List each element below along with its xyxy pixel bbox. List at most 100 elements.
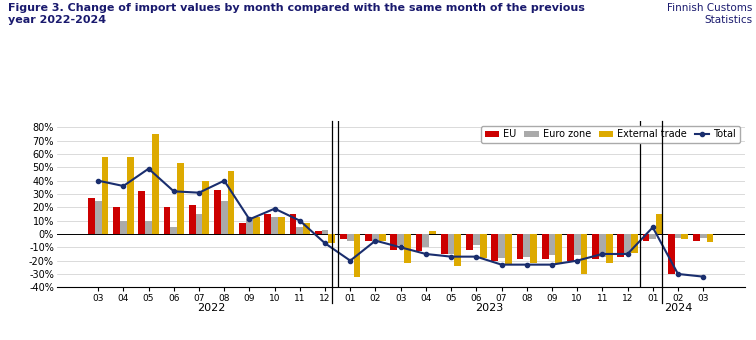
Total [144, 167, 153, 171]
Bar [466, 234, 473, 250]
Bar [170, 227, 177, 234]
Bar [253, 217, 259, 234]
Bar [328, 234, 335, 243]
Bar [365, 234, 372, 241]
Bar [491, 234, 498, 261]
Bar [618, 234, 624, 257]
Total [648, 225, 657, 230]
Bar [549, 234, 556, 255]
Bar [303, 223, 310, 234]
Bar [674, 234, 681, 238]
Bar [246, 217, 253, 234]
Bar [127, 157, 134, 234]
Bar [239, 223, 246, 234]
Total [447, 255, 456, 259]
Bar [390, 234, 397, 250]
Bar [448, 234, 454, 254]
Total [421, 252, 430, 256]
Bar [145, 221, 152, 234]
Bar [707, 234, 714, 242]
Total [245, 217, 254, 221]
Total [345, 259, 355, 263]
Bar [473, 234, 480, 245]
Bar [700, 234, 707, 238]
Line: Total: Total [96, 167, 705, 279]
Total [572, 259, 581, 263]
Bar [592, 234, 599, 259]
Bar [480, 234, 487, 258]
Bar [668, 234, 674, 274]
Text: Finnish Customs
Statistics: Finnish Customs Statistics [667, 3, 752, 25]
Total [699, 275, 708, 279]
Total [497, 262, 506, 267]
Bar [599, 234, 606, 257]
Bar [649, 234, 656, 239]
Bar [177, 163, 184, 234]
Bar [505, 234, 512, 265]
Bar [656, 214, 663, 234]
Bar [581, 234, 587, 274]
Total [296, 219, 305, 223]
Bar [152, 134, 159, 234]
Bar [441, 234, 448, 254]
Bar [574, 234, 581, 255]
Bar [101, 157, 108, 234]
Bar [498, 234, 505, 258]
Bar [530, 234, 537, 263]
Bar [643, 234, 649, 241]
Bar [567, 234, 574, 261]
Bar [196, 214, 203, 234]
Total [547, 262, 556, 267]
Total [674, 272, 683, 276]
Total [321, 241, 330, 245]
Text: 2024: 2024 [664, 303, 692, 313]
Text: 2023: 2023 [475, 303, 503, 313]
Bar [416, 234, 423, 251]
Bar [397, 234, 404, 245]
Bar [189, 205, 196, 234]
Total [220, 178, 229, 183]
Legend: EU, Euro zone, External trade, Total: EU, Euro zone, External trade, Total [481, 125, 740, 143]
Bar [113, 207, 120, 234]
Total [371, 239, 380, 243]
Bar [454, 234, 461, 266]
Bar [631, 234, 638, 253]
Bar [214, 190, 221, 234]
Bar [423, 234, 429, 247]
Bar [221, 201, 228, 234]
Total [270, 207, 279, 211]
Bar [556, 234, 562, 263]
Bar [372, 234, 379, 242]
Bar [271, 217, 278, 234]
Bar [624, 234, 631, 254]
Total [119, 184, 128, 188]
Bar [429, 231, 436, 234]
Bar [404, 234, 411, 263]
Total [94, 178, 103, 183]
Total [472, 255, 481, 259]
Total [623, 252, 632, 256]
Bar [120, 221, 127, 234]
Bar [516, 234, 523, 259]
Bar [296, 227, 303, 234]
Bar [354, 234, 361, 277]
Bar [290, 214, 296, 234]
Total [598, 252, 607, 256]
Bar [321, 230, 328, 234]
Total [522, 262, 531, 267]
Bar [314, 231, 321, 234]
Bar [203, 181, 209, 234]
Bar [94, 201, 101, 234]
Bar [340, 234, 347, 239]
Bar [681, 234, 688, 239]
Bar [278, 217, 285, 234]
Total [194, 191, 203, 195]
Bar [347, 234, 354, 241]
Bar [138, 191, 145, 234]
Bar [693, 234, 700, 241]
Bar [542, 234, 549, 259]
Total [169, 189, 178, 193]
Bar [265, 214, 271, 234]
Bar [163, 207, 170, 234]
Bar [379, 234, 386, 241]
